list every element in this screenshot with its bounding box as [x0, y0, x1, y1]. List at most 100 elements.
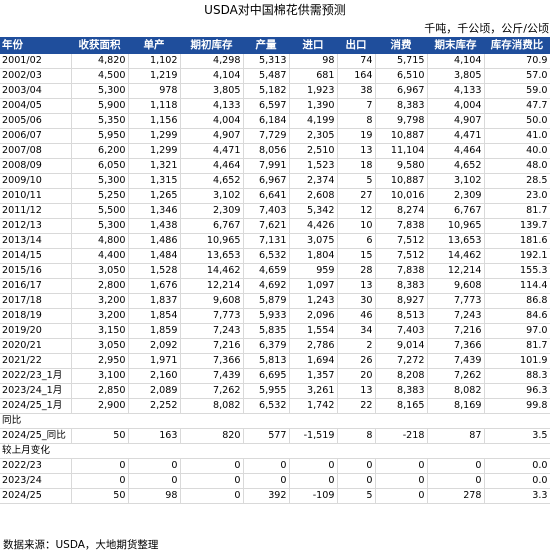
data-cell: 10,887	[375, 173, 428, 189]
data-cell: 86.8	[484, 293, 550, 309]
data-cell: 12	[337, 203, 376, 219]
data-cell: 13	[337, 383, 376, 399]
row-label-cell: 2009/10	[0, 173, 72, 189]
data-cell: 5,250	[71, 188, 129, 204]
row-label-cell: 2024/25_同比	[0, 428, 72, 444]
data-cell: 6,967	[243, 173, 290, 189]
data-cell: 7,773	[180, 308, 244, 324]
data-cell: 7,991	[243, 158, 290, 174]
data-cell: 978	[128, 83, 181, 99]
data-cell: 5,900	[71, 98, 129, 114]
data-cell: 26	[337, 353, 376, 369]
data-cell: 2,900	[71, 398, 129, 414]
data-cell: 11,104	[375, 143, 428, 159]
data-cell: 0.0	[484, 473, 550, 489]
row-label-cell: 2012/13	[0, 218, 72, 234]
column-header: 库存消费比	[484, 37, 550, 54]
data-cell: 13	[337, 143, 376, 159]
data-cell: 6,767	[427, 203, 485, 219]
page-title: USDA对中国棉花供需预测	[204, 3, 346, 17]
row-label-cell: 2015/16	[0, 263, 72, 279]
table-row: 2007/08 6,200 1,299 4,471 8,056 2,510 13 11,104…	[0, 143, 550, 159]
data-cell: 6,050	[71, 158, 129, 174]
data-cell: 5,500	[71, 203, 129, 219]
data-cell: 5,813	[243, 353, 290, 369]
table-row: 2016/17 2,800 1,676 12,214 4,692 1,097 13 8,383…	[0, 278, 550, 294]
data-cell: 0	[375, 458, 428, 474]
data-cell: 27	[337, 188, 376, 204]
data-cell: 4,500	[71, 68, 129, 84]
data-cell: 4,692	[243, 278, 290, 294]
data-cell: 97.0	[484, 323, 550, 339]
table-row: 2020/21 3,050 2,092 7,216 6,379 2,786 2 9,014 7,…	[0, 338, 550, 354]
data-cell: 1,484	[128, 248, 181, 264]
data-cell: 12,214	[427, 263, 485, 279]
data-cell: 10,887	[375, 128, 428, 144]
data-cell: 5	[337, 173, 376, 189]
data-cell: 2,309	[427, 188, 485, 204]
table-body: 2001/02 4,820 1,102 4,298 5,313 98 74 5,715 4,10…	[0, 53, 550, 504]
column-header: 期初库存	[180, 37, 244, 54]
data-cell: 2,608	[289, 188, 338, 204]
data-cell: 7,272	[375, 353, 428, 369]
row-label-cell: 2002/03	[0, 68, 72, 84]
data-cell: 4,464	[427, 143, 485, 159]
data-cell: 0	[289, 458, 338, 474]
data-cell: 9,608	[180, 293, 244, 309]
row-label-cell: 2017/18	[0, 293, 72, 309]
table-row: 2024/25 50 98 0 392 -109 5 0 278 3.3	[0, 488, 550, 504]
data-cell: 1,390	[289, 98, 338, 114]
row-label-cell: 2022/23	[0, 458, 72, 474]
data-cell: 3,075	[289, 233, 338, 249]
data-cell: 8,165	[375, 398, 428, 414]
data-cell: 6,967	[375, 83, 428, 99]
data-cell: 5,300	[71, 173, 129, 189]
row-label-cell: 2003/04	[0, 83, 72, 99]
data-cell: 8,082	[427, 383, 485, 399]
column-header: 单产	[128, 37, 181, 54]
data-cell: 2	[337, 338, 376, 354]
data-cell: 1,243	[289, 293, 338, 309]
section-label: 较上月变化	[0, 443, 550, 459]
data-cell: 6,597	[243, 98, 290, 114]
data-cell: 9,580	[375, 158, 428, 174]
data-cell: 50	[71, 488, 129, 504]
data-cell: 5,835	[243, 323, 290, 339]
data-cell: 0	[128, 458, 181, 474]
data-cell: 34	[337, 323, 376, 339]
table-row: 2024/25_1月 2,900 2,252 8,082 6,532 1,742 22 8,1…	[0, 398, 550, 414]
data-cell: 7,621	[243, 218, 290, 234]
data-cell: 59.0	[484, 83, 550, 99]
data-cell: 4,652	[180, 173, 244, 189]
data-cell: 5,342	[289, 203, 338, 219]
data-cell: 3,200	[71, 293, 129, 309]
row-label-cell: 2019/20	[0, 323, 72, 339]
column-header: 年份	[0, 37, 72, 54]
data-cell: 155.3	[484, 263, 550, 279]
data-cell: 2,510	[289, 143, 338, 159]
data-cell: 30	[337, 293, 376, 309]
data-cell: 10,016	[375, 188, 428, 204]
row-label-cell: 2014/15	[0, 248, 72, 264]
data-cell: 5,300	[71, 83, 129, 99]
data-cell: 101.9	[484, 353, 550, 369]
data-cell: 1,804	[289, 248, 338, 264]
data-cell: 1,102	[128, 53, 181, 69]
table-row: 2017/18 3,200 1,837 9,608 5,879 1,243 30 8,927 7…	[0, 293, 550, 309]
data-cell: 0	[71, 473, 129, 489]
table-row: 2015/16 3,050 1,528 14,462 4,659 959 28 7,838 12…	[0, 263, 550, 279]
data-cell: 2,786	[289, 338, 338, 354]
data-cell: 13,653	[427, 233, 485, 249]
data-cell: 0	[180, 488, 244, 504]
table-row: 2009/10 5,300 1,315 4,652 6,967 2,374 5 10,887 3…	[0, 173, 550, 189]
data-cell: 0	[375, 488, 428, 504]
data-cell: 4,004	[180, 113, 244, 129]
data-cell: 4,199	[289, 113, 338, 129]
data-cell: 8,383	[375, 383, 428, 399]
data-cell: 3.3	[484, 488, 550, 504]
data-cell: 7,216	[427, 323, 485, 339]
data-cell: 1,118	[128, 98, 181, 114]
data-cell: 1,357	[289, 368, 338, 384]
data-cell: 3,200	[71, 308, 129, 324]
data-cell: 1,299	[128, 143, 181, 159]
